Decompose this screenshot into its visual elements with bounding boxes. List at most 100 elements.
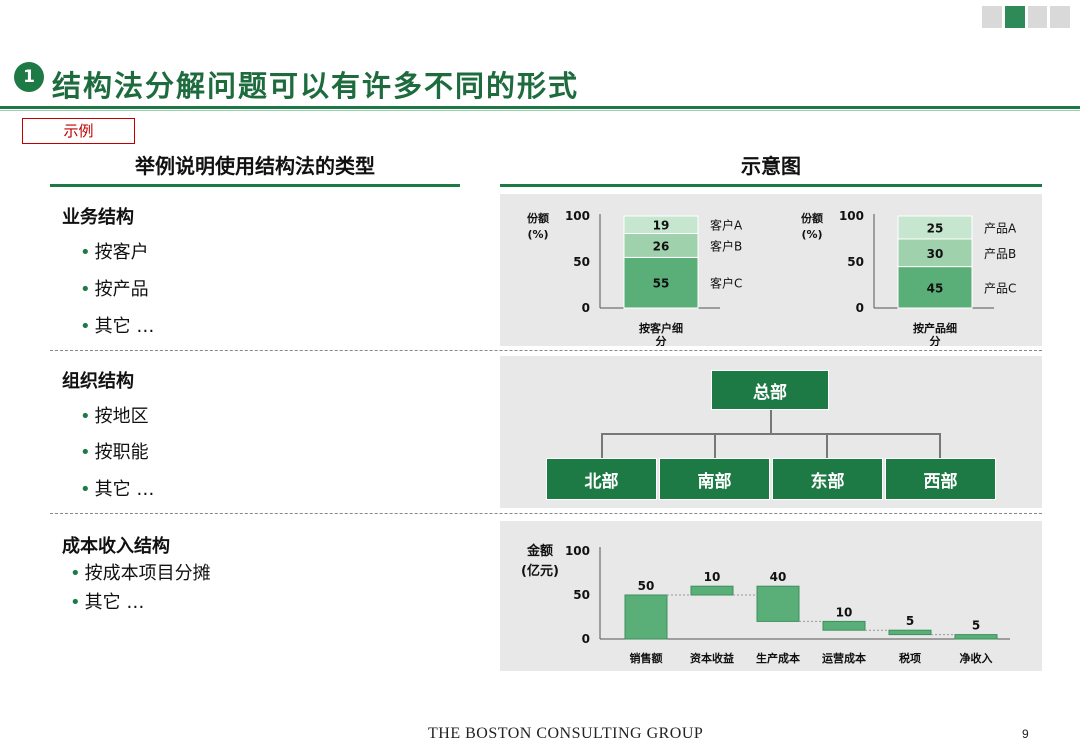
section-divider bbox=[50, 513, 1042, 514]
bullet-text: 按产品 bbox=[94, 279, 149, 300]
x-category-label-wrap: 分 bbox=[656, 334, 667, 346]
segment-legend-label: 客户A bbox=[710, 218, 743, 233]
org-connector bbox=[601, 433, 603, 459]
y-axis-label: 份额 bbox=[527, 211, 549, 225]
segment-legend-label: 产品C bbox=[984, 281, 1016, 295]
org-child-box: 南部 bbox=[659, 458, 770, 500]
segment-legend-label: 产品B bbox=[984, 247, 1016, 261]
waterfall-bar bbox=[954, 634, 998, 640]
y-axis-label: (%) bbox=[801, 228, 822, 241]
org-child-box: 北部 bbox=[546, 458, 657, 500]
stacked-charts-panel: 份额 (%) 0 50 100 55 客户C 26 客户B 19 客户A 按客户细分 份额 (%) 0 50 1… bbox=[500, 194, 1042, 348]
bullet-dot-icon: • bbox=[80, 242, 91, 263]
bullet-text: 按职能 bbox=[94, 442, 149, 463]
x-category-label: 销售额 bbox=[630, 651, 663, 665]
page-number: 9 bbox=[1022, 727, 1029, 741]
section-title-organization: 组织结构 bbox=[62, 371, 134, 392]
section-number-badge: 1 bbox=[14, 62, 44, 92]
bullet-text: 其它 … bbox=[94, 479, 155, 500]
org-child-box: 东部 bbox=[772, 458, 883, 500]
segment-value-label: 45 bbox=[927, 281, 944, 295]
y-tick-label: 0 bbox=[582, 632, 590, 646]
waterfall-chart-panel: 金额 (亿元) 0 50 100 50 销售额 10 资本收益 40 生产成本 10 运营成本 5 税项 5 净… bbox=[500, 521, 1042, 671]
stacked-bar-segment bbox=[897, 215, 973, 240]
x-category-label: 税项 bbox=[899, 651, 921, 665]
y-tick-label: 50 bbox=[847, 255, 864, 269]
x-category-label: 净收入 bbox=[960, 651, 993, 665]
waterfall-bar bbox=[690, 585, 734, 596]
bullet-dot-icon: • bbox=[80, 279, 91, 300]
bar-value-label: 10 bbox=[704, 570, 721, 584]
y-tick-label: 0 bbox=[582, 301, 590, 315]
page-title: 结构法分解问题可以有许多不同的形式 bbox=[52, 69, 580, 103]
org-connector bbox=[601, 433, 940, 435]
bar-value-label: 5 bbox=[972, 619, 980, 633]
bullet-item: • 按地区 bbox=[80, 402, 149, 428]
segment-value-label: 30 bbox=[927, 247, 944, 261]
org-connector bbox=[770, 410, 772, 434]
section-title-business: 业务结构 bbox=[62, 207, 134, 228]
left-header-rule bbox=[50, 184, 460, 187]
section-divider bbox=[50, 350, 1042, 351]
left-column-header: 举例说明使用结构法的类型 bbox=[135, 154, 375, 178]
y-axis-label: 金额 bbox=[526, 543, 553, 559]
segment-legend-label: 客户B bbox=[710, 238, 742, 253]
bullet-text: 其它 … bbox=[84, 592, 145, 613]
segment-value-label: 26 bbox=[653, 239, 670, 253]
example-tag: 示例 bbox=[22, 118, 135, 144]
bullet-dot-icon: • bbox=[80, 479, 91, 500]
org-chart-panel: 总部 北部 南部 东部 西部 bbox=[500, 356, 1042, 508]
waterfall-bar bbox=[756, 585, 800, 622]
bar-value-label: 50 bbox=[638, 579, 655, 593]
segment-value-label: 19 bbox=[653, 219, 670, 233]
right-column-header: 示意图 bbox=[741, 154, 801, 178]
bullet-dot-icon: • bbox=[70, 563, 81, 584]
progress-tab bbox=[1027, 6, 1048, 28]
bullet-item: • 按产品 bbox=[80, 275, 149, 301]
y-tick-label: 50 bbox=[573, 588, 590, 602]
x-category-label-wrap: 分 bbox=[930, 334, 941, 346]
stacked-bar-segment bbox=[623, 215, 699, 234]
right-header-rule bbox=[500, 184, 1042, 187]
x-category-label: 生产成本 bbox=[756, 651, 800, 665]
segment-value-label: 25 bbox=[927, 222, 944, 236]
segment-legend-label: 客户C bbox=[710, 276, 742, 291]
title-divider bbox=[0, 106, 1080, 109]
bullet-item: • 按职能 bbox=[80, 438, 149, 464]
company-logo: THE BOSTON CONSULTING GROUP bbox=[428, 725, 704, 742]
y-tick-label: 100 bbox=[839, 209, 864, 223]
progress-tab-active bbox=[1004, 6, 1025, 28]
bar-value-label: 40 bbox=[770, 570, 787, 584]
section-title-cost-revenue: 成本收入结构 bbox=[62, 536, 170, 557]
progress-tabs bbox=[982, 6, 1070, 28]
y-axis-label: 份额 bbox=[801, 211, 823, 225]
y-tick-label: 100 bbox=[565, 544, 590, 558]
y-tick-label: 0 bbox=[856, 301, 864, 315]
org-connector bbox=[826, 433, 828, 459]
x-category-label: 运营成本 bbox=[822, 651, 866, 665]
bullet-item: • 其它 … bbox=[70, 588, 144, 614]
bar-value-label: 5 bbox=[906, 614, 914, 628]
bullet-item: • 按客户 bbox=[80, 238, 149, 264]
stacked-bar-segment bbox=[623, 256, 699, 309]
bullet-text: 其它 … bbox=[94, 316, 155, 337]
segment-value-label: 55 bbox=[653, 277, 670, 291]
bullet-dot-icon: • bbox=[80, 316, 91, 337]
stacked-bar-segment bbox=[897, 266, 973, 309]
org-child-box: 西部 bbox=[885, 458, 996, 500]
bar-value-label: 10 bbox=[836, 605, 853, 619]
bullet-item: • 按成本项目分摊 bbox=[70, 559, 211, 585]
bullet-text: 按地区 bbox=[94, 406, 149, 427]
y-axis-label: (%) bbox=[527, 228, 548, 241]
bullet-item: • 其它 … bbox=[80, 475, 154, 501]
waterfall-chart-svg: 金额 (亿元) 0 50 100 50 销售额 10 资本收益 40 生产成本 10 运营成本 5 税项 5 净… bbox=[521, 543, 1010, 665]
org-connector bbox=[714, 433, 716, 459]
progress-tab bbox=[1050, 6, 1070, 28]
waterfall-bar bbox=[624, 594, 668, 640]
bullet-text: 按客户 bbox=[94, 242, 149, 263]
bullet-dot-icon: • bbox=[80, 406, 91, 427]
bullet-text: 按成本项目分摊 bbox=[84, 563, 211, 584]
waterfall-bar bbox=[822, 620, 866, 631]
progress-tab bbox=[982, 6, 1002, 28]
